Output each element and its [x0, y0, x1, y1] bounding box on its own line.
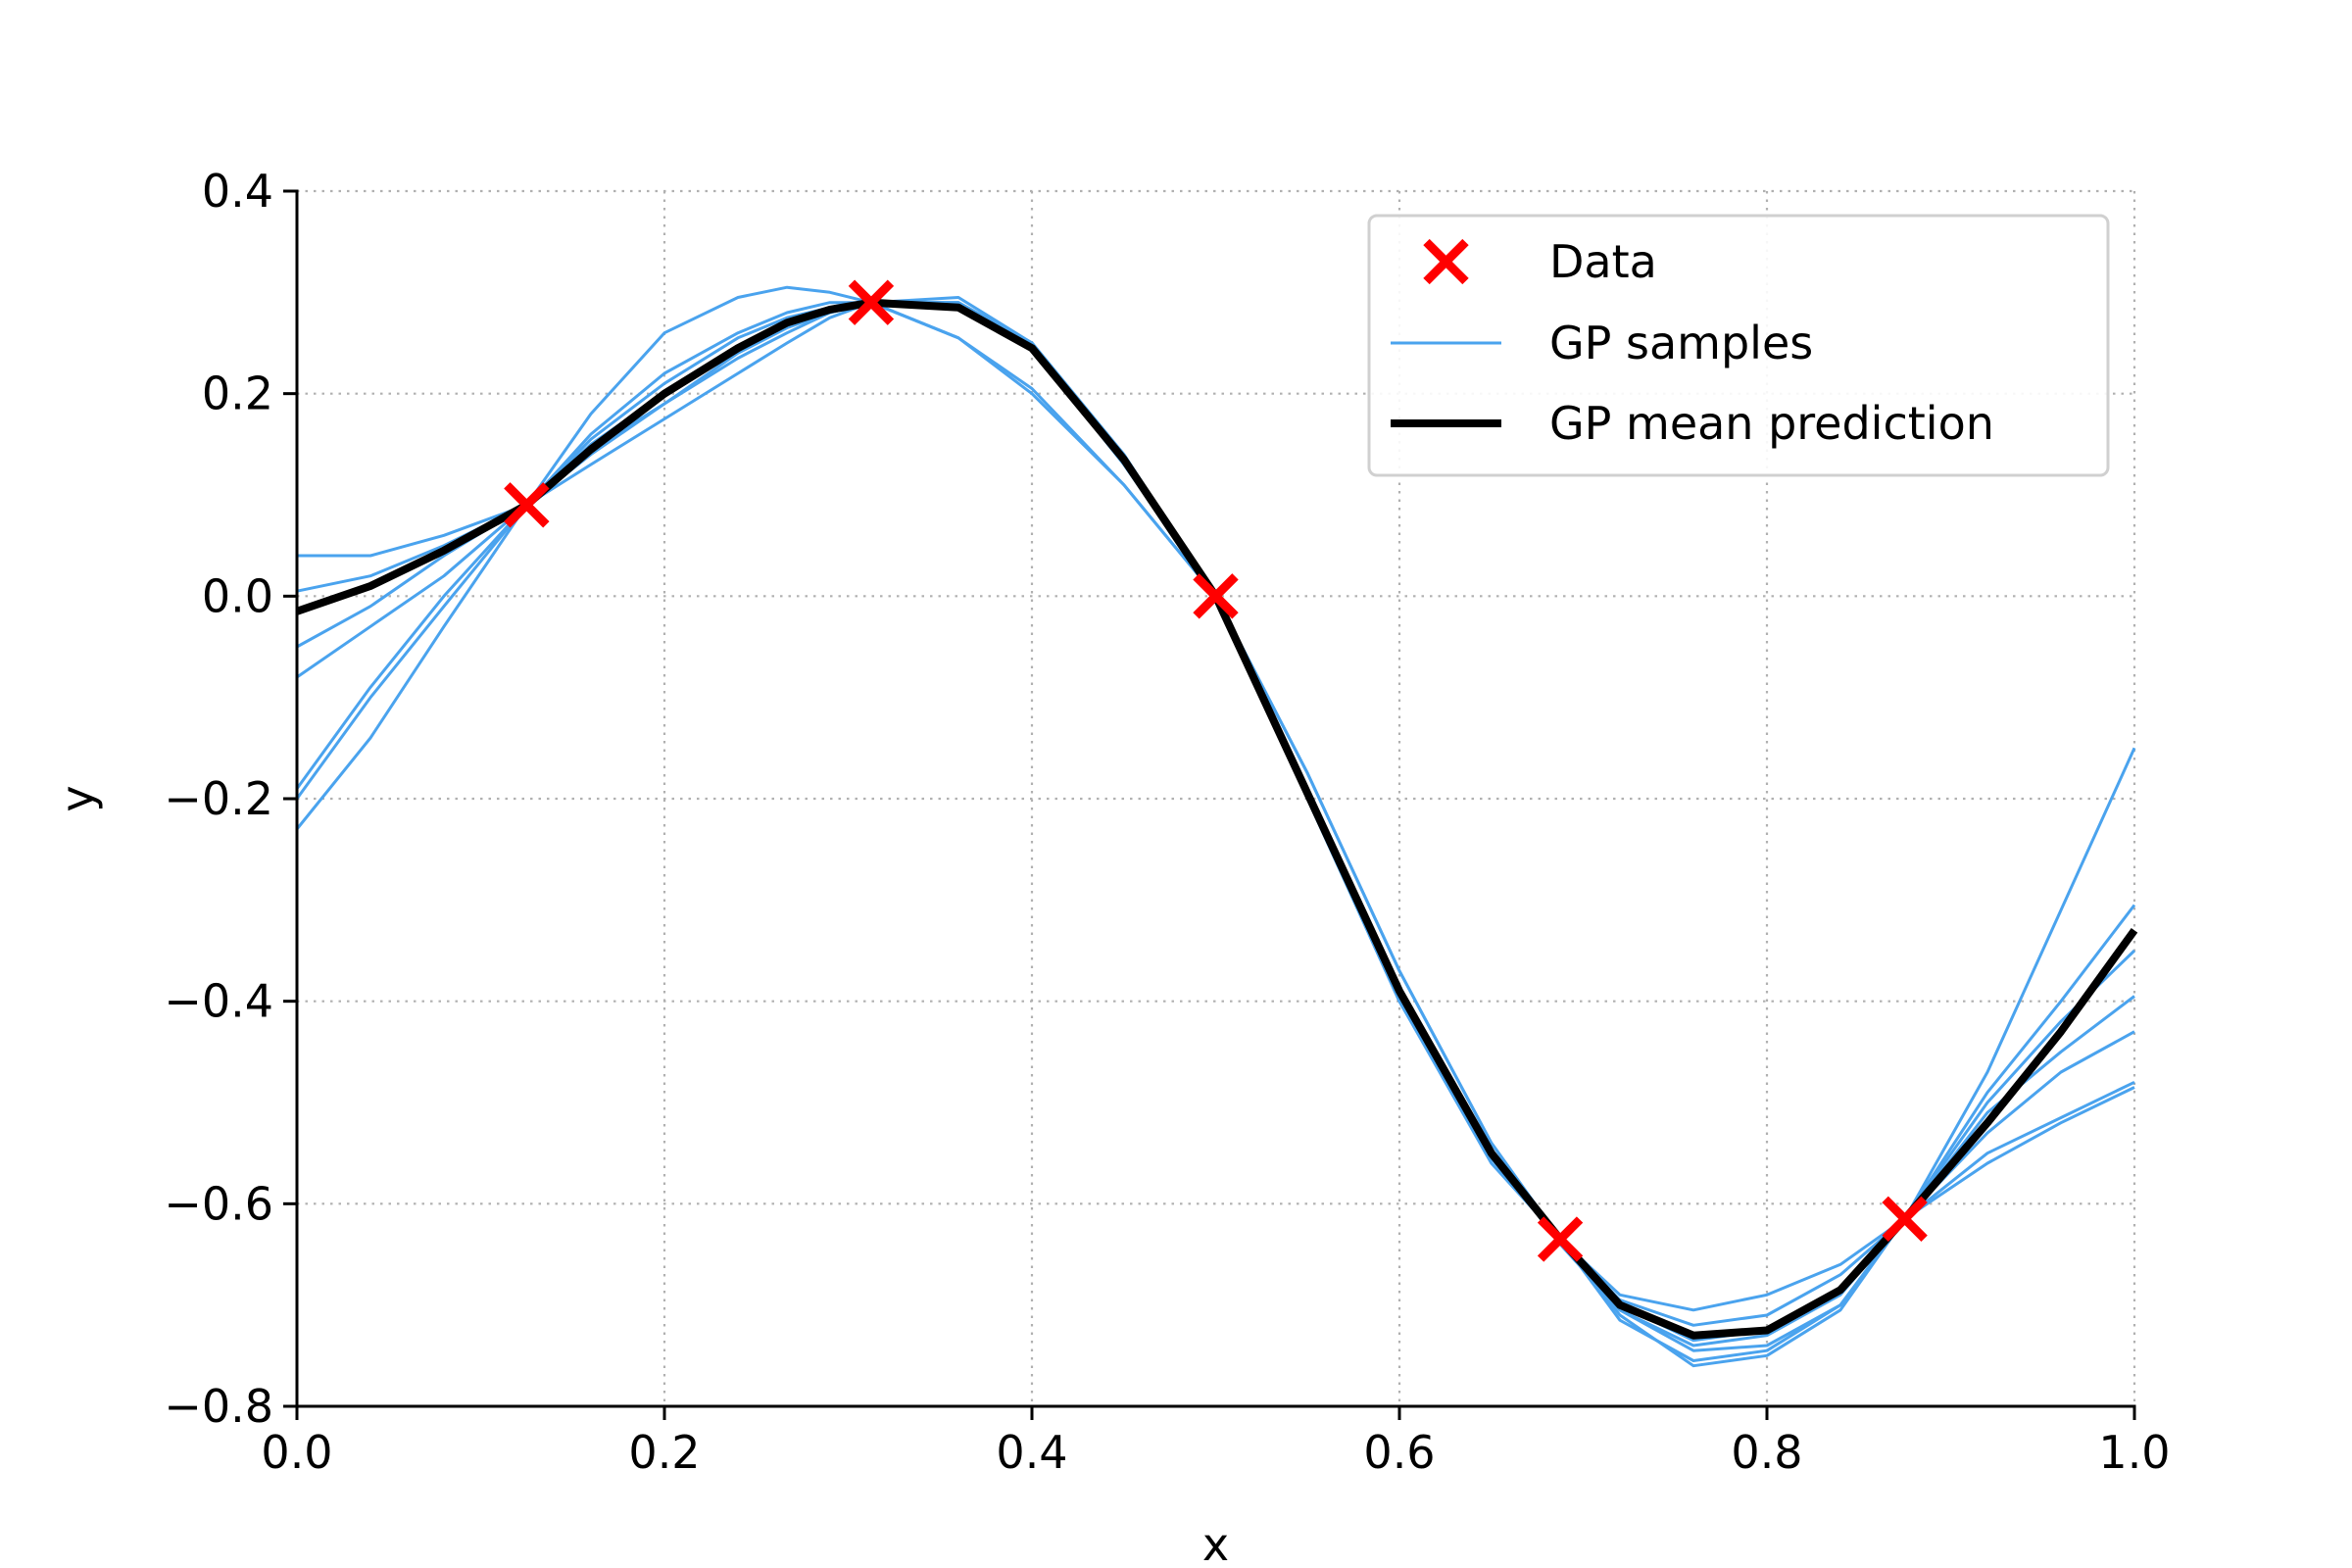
y-tick-label-5: 0.2: [202, 368, 273, 420]
legend-item-0: Data: [1423, 235, 1657, 288]
legend-label-2: GP mean prediction: [1549, 397, 1994, 450]
y-tick-label-0: −0.8: [164, 1380, 273, 1433]
x-axis-label: x: [1202, 1518, 1229, 1568]
y-tick-label-6: 0.4: [202, 165, 273, 218]
y-tick-label-2: −0.4: [164, 975, 273, 1028]
data-point-3: [1537, 1216, 1584, 1262]
data-point-4: [1882, 1196, 1928, 1243]
data-markers: [504, 279, 1928, 1262]
gp-mean-line: [295, 298, 2138, 1340]
y-tick-label-3: −0.2: [164, 772, 273, 825]
legend-frame: [1367, 214, 2110, 477]
legend-label-1: GP samples: [1549, 317, 1813, 369]
data-point-1: [848, 279, 895, 325]
x-tick-label-1: 0.2: [628, 1426, 700, 1479]
y-axis-ticks: −0.8 −0.6 −0.4 −0.2 0.0 0.2 0.4: [164, 165, 297, 1433]
y-axis-label: y: [51, 785, 104, 811]
x-tick-label-4: 0.8: [1731, 1426, 1802, 1479]
gp-mean-line-group: [295, 298, 2138, 1340]
legend-item-1: GP samples: [1391, 317, 1813, 369]
y-tick-label-4: 0.0: [202, 569, 273, 622]
x-axis-ticks: 0.0 0.2 0.4 0.6 0.8 1.0: [261, 1406, 2171, 1479]
x-tick-label-3: 0.6: [1363, 1426, 1435, 1479]
legend-label-0: Data: [1549, 235, 1657, 288]
data-point-2: [1193, 573, 1239, 619]
legend-handle-data: [1423, 238, 1469, 285]
x-tick-label-2: 0.4: [996, 1426, 1067, 1479]
x-tick-label-0: 0.0: [261, 1426, 332, 1479]
legend-item-2: GP mean prediction: [1391, 397, 1994, 450]
y-tick-label-1: −0.6: [164, 1177, 273, 1230]
legend: Data GP samples GP mean prediction: [1367, 214, 2110, 477]
x-tick-label-5: 1.0: [2098, 1426, 2170, 1479]
data-point-0: [504, 482, 550, 528]
